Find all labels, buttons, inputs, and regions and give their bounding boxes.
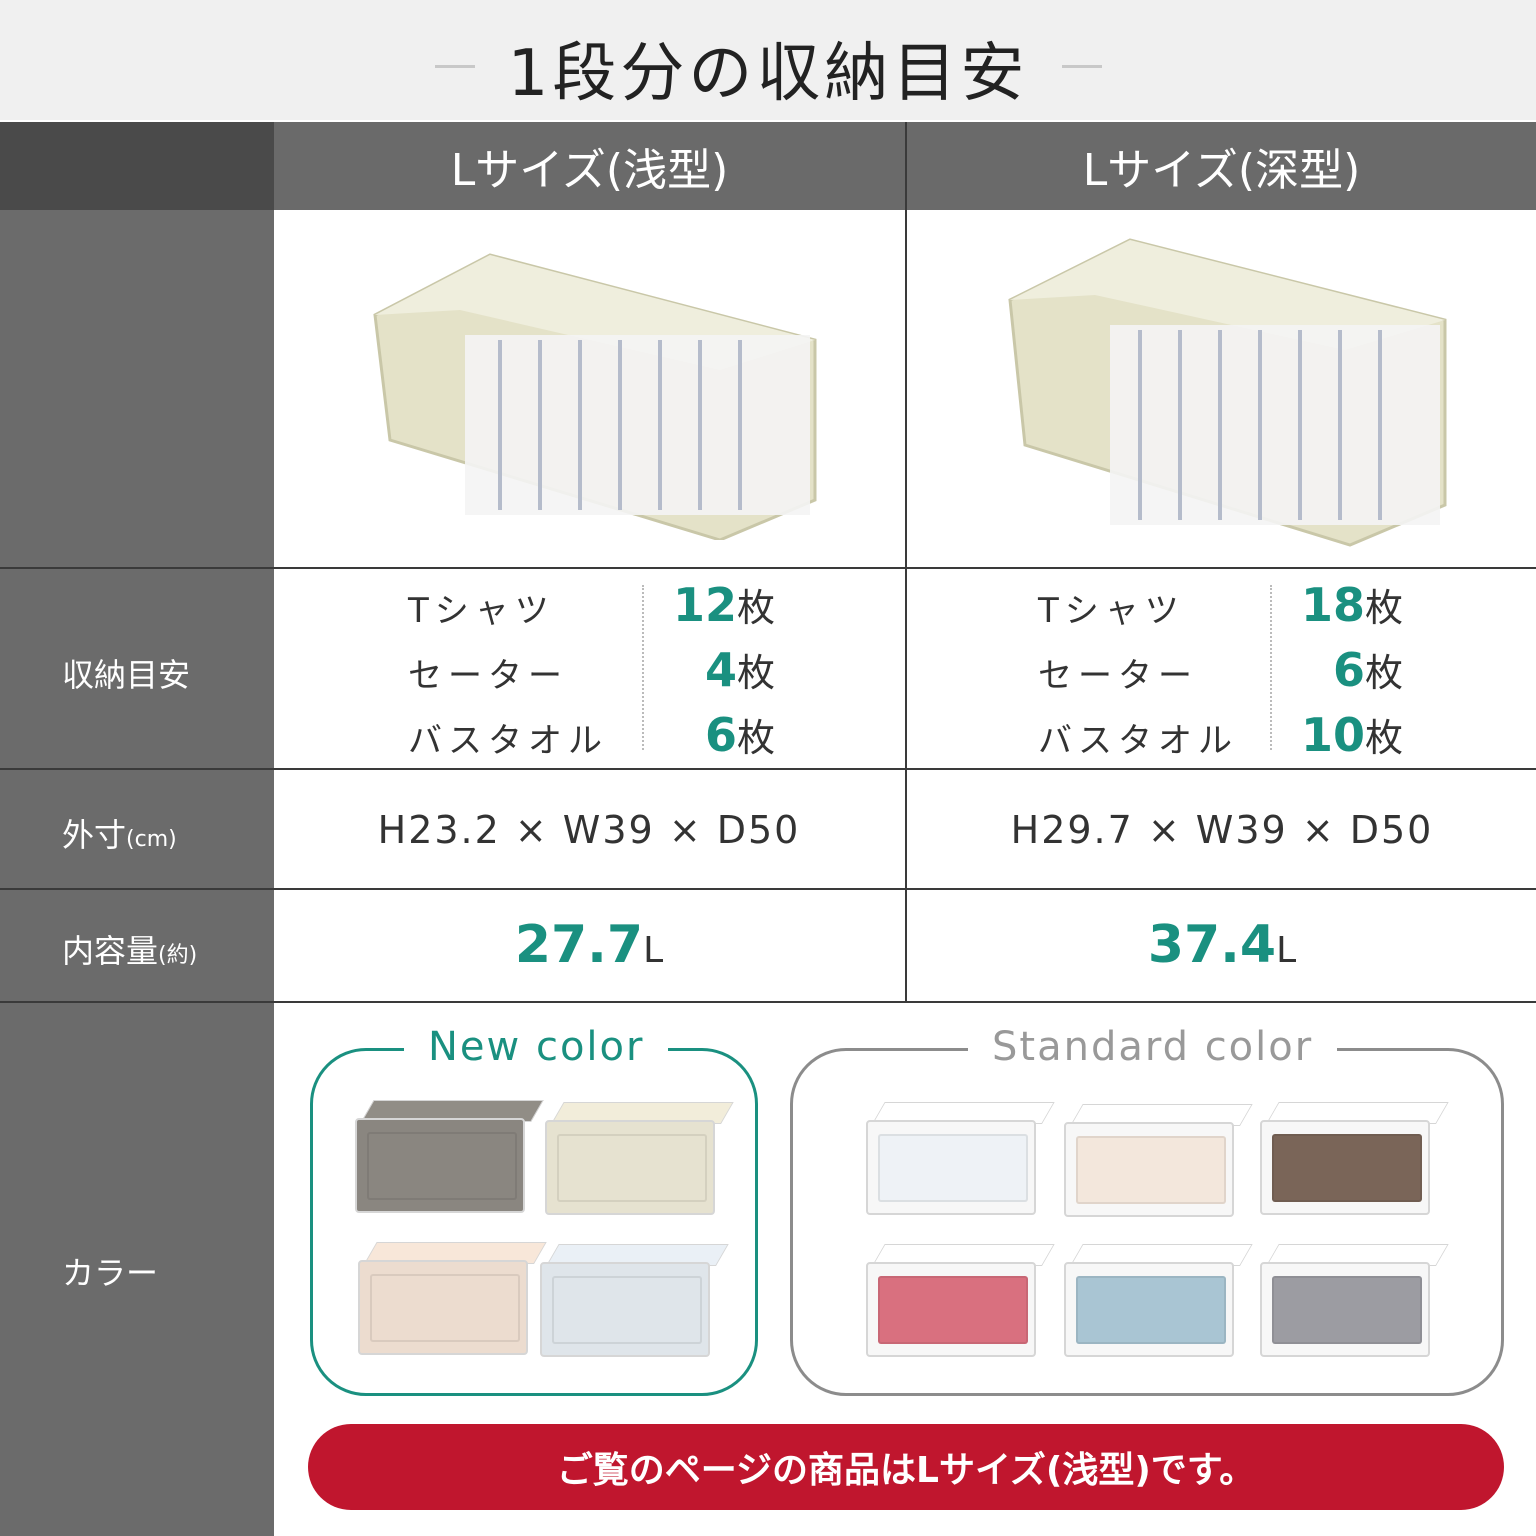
standard-color-swatch-2: [1064, 1104, 1253, 1219]
dotted-separator: [1270, 585, 1272, 750]
row-divider: [0, 768, 1536, 770]
column-header-shallow: Lサイズ(浅型): [274, 122, 905, 210]
product-image-deep: [1008, 238, 1447, 547]
item-label: セーター: [408, 656, 568, 696]
item-count: 6枚: [704, 708, 775, 762]
title-dash-left: [435, 65, 475, 68]
item-label: Tシャツ: [1038, 591, 1185, 631]
row-label-color: カラー: [62, 1254, 159, 1292]
new-color-swatch-1: [355, 1100, 544, 1215]
row-label-storage: 収納目安: [62, 656, 191, 694]
new-color-swatch-3: [358, 1242, 547, 1357]
dimensions-deep: H29.7 × W39 × D50: [1010, 808, 1434, 852]
standard-color-swatch-1: [866, 1102, 1055, 1217]
dotted-separator: [642, 585, 644, 750]
standard-color-swatch-6: [1260, 1244, 1449, 1359]
volume-shallow: 27.7L: [514, 915, 664, 975]
item-count: 18枚: [1300, 578, 1403, 632]
item-count: 12枚: [672, 578, 775, 632]
item-count: 6枚: [1332, 643, 1403, 697]
item-label: バスタオル: [1038, 721, 1238, 761]
row-label-volume: 内容量(約): [62, 932, 198, 970]
dimensions-shallow: H23.2 × W39 × D50: [377, 808, 801, 852]
item-label: バスタオル: [408, 721, 608, 761]
standard-color-label: Standard color: [968, 1024, 1338, 1070]
row-label-size: 外寸(cm): [62, 816, 177, 854]
row-label-column: [0, 210, 274, 1536]
column-divider: [905, 122, 907, 1002]
notice-banner: ご覧のページの商品はLサイズ(浅型)です。: [308, 1424, 1504, 1510]
standard-color-swatch-4: [866, 1244, 1055, 1359]
column-header-deep: Lサイズ(深型): [907, 122, 1536, 210]
volume-deep: 37.4L: [1147, 915, 1297, 975]
standard-color-swatch-3: [1260, 1102, 1449, 1217]
title-band: [0, 0, 1536, 120]
row-divider: [0, 1001, 1536, 1003]
new-color-label: New color: [404, 1024, 669, 1070]
item-label: Tシャツ: [408, 591, 555, 631]
item-label: セーター: [1038, 656, 1198, 696]
row-divider: [0, 567, 1536, 569]
new-color-swatch-2: [545, 1102, 734, 1217]
header-corner: [0, 122, 274, 210]
row-divider: [0, 888, 1536, 890]
item-count: 4枚: [704, 643, 775, 697]
product-image-shallow: [373, 253, 817, 540]
standard-color-swatch-5: [1064, 1244, 1253, 1359]
new-color-swatch-4: [540, 1244, 729, 1359]
title-dash-right: [1062, 65, 1102, 68]
item-count: 10枚: [1300, 708, 1403, 762]
page-title: 1段分の収納目安: [507, 37, 1029, 111]
